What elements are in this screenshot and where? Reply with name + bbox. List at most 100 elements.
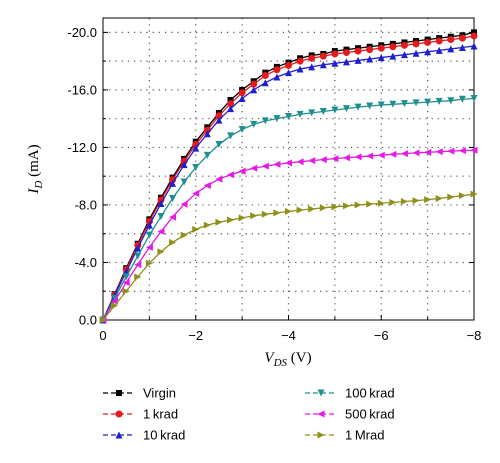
data-point xyxy=(319,204,327,212)
data-point xyxy=(471,29,477,36)
series-layer xyxy=(99,29,478,324)
legend-item: 100 krad xyxy=(305,386,395,401)
legend-item: 1 krad xyxy=(103,407,178,422)
data-point xyxy=(157,248,165,256)
legend-marker xyxy=(116,390,122,396)
data-point xyxy=(227,105,235,113)
data-point xyxy=(389,52,397,60)
data-point xyxy=(308,205,316,213)
data-point xyxy=(203,182,211,190)
legend-marker xyxy=(317,431,325,439)
y-axis-label: ID (mA) xyxy=(26,144,45,194)
data-point xyxy=(435,148,443,156)
data-point xyxy=(400,100,408,108)
data-point xyxy=(145,217,153,225)
data-point xyxy=(308,157,316,165)
data-point xyxy=(296,57,304,65)
data-point xyxy=(180,231,188,239)
y-axis-label-unit: (mA) xyxy=(26,144,42,180)
data-point xyxy=(192,144,200,152)
data-point xyxy=(389,100,397,108)
legend-label: 10 krad xyxy=(143,428,185,443)
data-point xyxy=(261,72,269,80)
data-point xyxy=(331,203,339,211)
series-5 xyxy=(99,146,478,324)
data-point xyxy=(354,201,362,209)
data-point xyxy=(296,65,304,73)
data-point xyxy=(331,155,339,163)
data-point xyxy=(273,66,281,74)
data-point xyxy=(308,63,316,71)
data-point xyxy=(389,43,397,51)
data-point xyxy=(470,32,478,40)
data-point xyxy=(238,167,246,175)
data-point xyxy=(458,192,466,200)
data-point xyxy=(400,41,408,49)
data-point xyxy=(203,221,211,229)
data-point xyxy=(250,212,258,220)
data-point xyxy=(354,56,362,64)
data-point xyxy=(400,150,408,158)
data-point xyxy=(296,206,304,214)
data-point xyxy=(250,164,258,172)
legend-marker xyxy=(317,410,325,418)
data-point xyxy=(192,164,200,172)
data-point xyxy=(424,48,432,56)
data-point xyxy=(261,79,269,87)
data-point xyxy=(111,302,119,310)
data-point xyxy=(157,228,165,236)
x-tick-label: −2 xyxy=(188,328,203,343)
data-point xyxy=(145,259,153,267)
data-point xyxy=(319,52,327,60)
data-point xyxy=(458,147,466,155)
data-point xyxy=(342,154,350,162)
data-point xyxy=(400,198,408,206)
data-point xyxy=(169,238,177,246)
data-point xyxy=(215,218,223,226)
y-tick-label: -16.0 xyxy=(67,82,97,97)
data-point xyxy=(285,159,292,167)
data-point xyxy=(331,50,339,58)
data-point xyxy=(273,160,281,168)
data-point xyxy=(400,51,408,59)
data-point xyxy=(366,55,374,63)
data-point xyxy=(250,120,258,128)
data-point xyxy=(99,316,107,324)
data-point xyxy=(412,49,420,57)
data-point xyxy=(285,69,292,77)
data-point xyxy=(122,273,130,281)
data-point xyxy=(261,210,269,218)
data-point xyxy=(145,243,153,251)
data-point xyxy=(261,117,269,125)
data-point xyxy=(203,130,211,138)
data-point xyxy=(238,214,246,222)
data-point xyxy=(354,103,362,111)
data-point xyxy=(366,152,374,160)
data-point xyxy=(366,46,374,54)
y-tick-label: 0.0 xyxy=(79,313,97,328)
data-point xyxy=(227,100,235,108)
data-point xyxy=(250,86,258,94)
x-tick-label: 0 xyxy=(99,328,106,343)
data-point xyxy=(250,80,258,88)
legend-marker xyxy=(115,410,123,418)
data-point xyxy=(424,196,432,204)
data-point xyxy=(145,221,153,229)
data-point xyxy=(227,171,235,179)
data-point xyxy=(319,61,327,69)
data-point xyxy=(354,47,362,55)
data-point xyxy=(342,105,350,113)
data-point xyxy=(308,54,316,62)
data-point xyxy=(111,294,119,302)
data-point xyxy=(319,107,327,115)
data-point xyxy=(180,200,188,208)
series-line xyxy=(102,35,475,321)
data-point xyxy=(180,178,188,186)
data-point xyxy=(227,96,234,103)
data-point xyxy=(377,151,385,159)
data-point xyxy=(435,37,443,45)
data-point xyxy=(424,148,432,156)
data-point xyxy=(134,261,142,269)
y-tick-label: -12.0 xyxy=(67,140,97,155)
